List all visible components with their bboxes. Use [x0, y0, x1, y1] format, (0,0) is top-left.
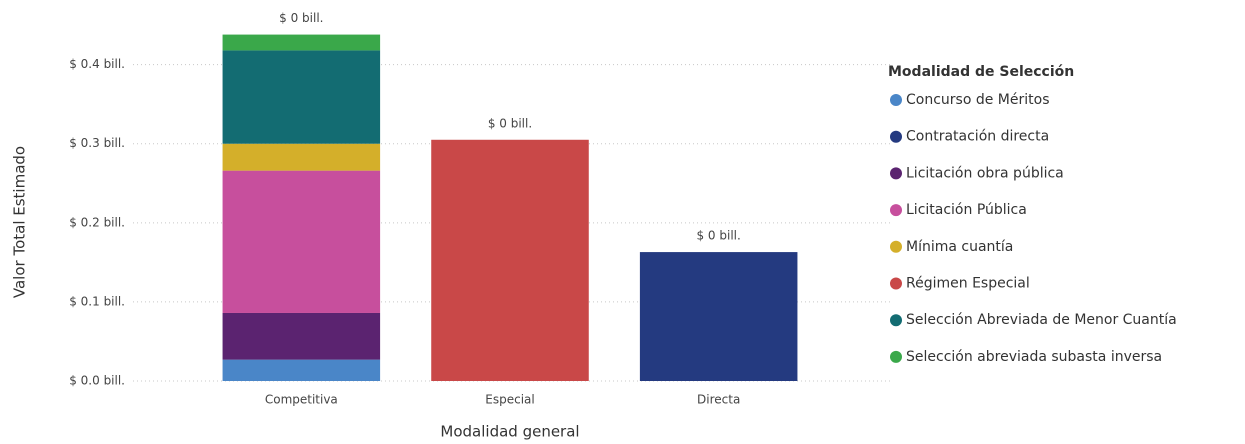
- legend-item: Licitación Pública: [906, 202, 1027, 218]
- y-tick-label: $ 0.3 bill.: [69, 136, 125, 150]
- bar-segment: [222, 143, 381, 171]
- bar-segment: [639, 252, 798, 381]
- legend-item: Concurso de Méritos: [906, 92, 1050, 108]
- legend-item: Régimen Especial: [906, 276, 1030, 292]
- y-tick-label: $ 0.1 bill.: [69, 294, 125, 308]
- bar-segment: [222, 359, 381, 381]
- legend-marker: [890, 314, 902, 327]
- y-tick-label: $ 0.2 bill.: [69, 215, 125, 229]
- bar-segment: [222, 34, 381, 51]
- legend-item: Mínima cuantía: [906, 239, 1013, 255]
- legend-marker: [890, 350, 902, 363]
- y-tick-label: $ 0.0 bill.: [69, 374, 125, 388]
- legend-marker: [890, 94, 902, 106]
- x-axis-label: Modalidad general: [440, 423, 579, 441]
- legend-marker: [890, 167, 902, 180]
- legend-title: Modalidad de Selección: [888, 64, 1074, 80]
- legend-marker: [890, 130, 902, 143]
- y-axis-label: Valor Total Estimado: [11, 146, 29, 298]
- x-tick-label: Especial: [485, 393, 534, 407]
- legend-item: Contratación directa: [906, 129, 1049, 145]
- legend-marker: [890, 240, 902, 253]
- legend-item: Licitación obra pública: [906, 165, 1064, 181]
- legend-item: Selección Abreviada de Menor Cuantía: [906, 312, 1177, 328]
- bar-segment: [222, 312, 381, 360]
- legend-marker: [890, 277, 902, 290]
- total-label: $ 0 bill.: [696, 229, 740, 243]
- bar-segment: [222, 50, 381, 144]
- total-label: $ 0 bill.: [488, 116, 532, 130]
- legend-item: Selección abreviada subasta inversa: [906, 349, 1162, 365]
- x-tick-label: Directa: [697, 393, 740, 407]
- bar-segment: [222, 170, 381, 313]
- x-tick-label: Competitiva: [265, 393, 338, 407]
- y-tick-label: $ 0.4 bill.: [69, 57, 125, 71]
- total-label: $ 0 bill.: [279, 11, 323, 25]
- legend-marker: [890, 204, 902, 217]
- bar-segment: [431, 139, 589, 381]
